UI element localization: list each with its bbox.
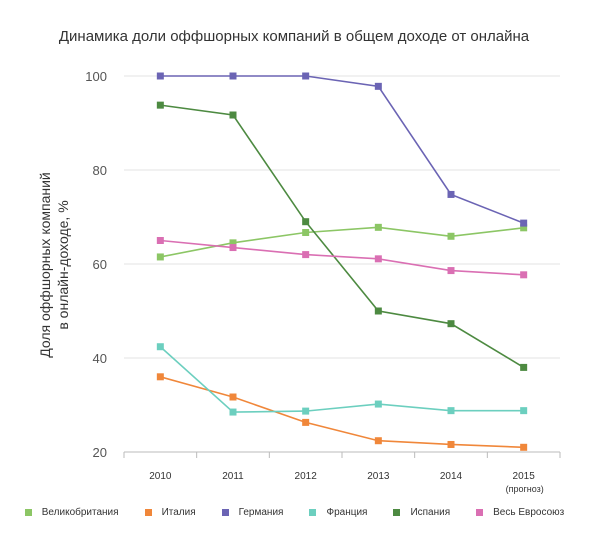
data-point: [156, 343, 164, 351]
data-point: [374, 437, 382, 445]
legend-label: Великобритания: [41, 507, 119, 518]
legend-swatch: [144, 509, 152, 516]
legend-item: Великобритания: [24, 507, 119, 518]
data-point: [520, 407, 528, 415]
data-point: [229, 111, 237, 119]
data-point: [302, 218, 310, 226]
series-1: [156, 223, 528, 261]
data-point: [156, 72, 164, 80]
x-tick-label: 2014: [440, 471, 463, 482]
data-point: [302, 251, 310, 259]
series-5: [156, 101, 528, 371]
legend-swatch: [476, 509, 484, 516]
y-tick-label: 60: [93, 257, 107, 272]
data-point: [520, 443, 528, 451]
data-point: [447, 440, 455, 448]
legend-label: Германия: [238, 507, 284, 518]
legend-item: Италия: [144, 507, 196, 518]
legend-label: Испания: [410, 507, 451, 518]
x-tick-label: 2011: [222, 471, 244, 482]
x-axis: 2010 2011 2012 2013 2014 2015 (прогноз): [123, 451, 561, 494]
data-point: [447, 267, 455, 275]
data-point: [520, 363, 528, 371]
series-2: [156, 373, 528, 451]
legend-item: Испания: [393, 507, 450, 518]
legend-swatch: [309, 509, 317, 516]
chart-title: Динамика доли оффшорных компаний в общем…: [59, 28, 530, 45]
data-point: [229, 72, 237, 80]
y-tick-label: 100: [85, 69, 107, 84]
data-point: [374, 400, 382, 408]
data-point: [520, 219, 528, 227]
y-axis-label-line-2: в онлайн-доходе, %: [55, 200, 71, 329]
data-point: [229, 244, 237, 252]
data-point: [156, 237, 164, 244]
series-3: [156, 72, 528, 227]
legend-item: Весь Евросоюз: [476, 507, 564, 518]
series-4: [156, 343, 528, 416]
data-point: [229, 408, 237, 416]
y-tick-label: 20: [93, 445, 107, 460]
data-point: [447, 190, 455, 198]
series-line: [159, 346, 524, 413]
legend-swatch: [24, 509, 32, 516]
x-tick-sublabel: (прогноз): [506, 484, 544, 494]
data-point: [374, 307, 382, 315]
data-point: [229, 239, 237, 247]
data-point: [374, 82, 382, 90]
x-tick-label: 2012: [295, 471, 318, 482]
y-axis-label: Доля оффшорных компаний в онлайн-доходе,…: [37, 172, 71, 358]
series-line: [160, 239, 524, 276]
x-tick-label: 2010: [149, 471, 172, 482]
data-point: [520, 271, 528, 279]
series-line: [160, 75, 524, 224]
data-point: [229, 393, 237, 401]
data-point: [302, 418, 310, 426]
legend-label: Весь Евросоюз: [493, 507, 565, 518]
data-point: [447, 232, 455, 240]
y-tick-label: 40: [93, 351, 107, 366]
data-point: [520, 224, 528, 232]
legend-swatch: [393, 509, 401, 516]
series-line: [160, 104, 525, 369]
series-6: [156, 237, 528, 279]
legend-swatch: [221, 509, 229, 516]
grid: [124, 75, 560, 453]
data-point: [302, 72, 310, 80]
data-point: [156, 253, 164, 261]
legend: Великобритания Италия Германия Франция Испан…: [0, 507, 589, 518]
series-layer: [156, 72, 528, 451]
series-line: [160, 226, 524, 258]
data-point: [374, 255, 382, 263]
x-tick-label: 2015: [513, 471, 536, 482]
y-axis-label-line-1: Доля оффшорных компаний: [37, 172, 53, 358]
data-point: [156, 101, 164, 109]
data-point: [302, 407, 310, 415]
series-line: [160, 376, 524, 449]
legend-label: Франция: [326, 507, 368, 518]
y-axis: 20 40 60 80 100: [85, 69, 107, 460]
data-point: [302, 229, 310, 237]
y-tick-label: 80: [93, 163, 107, 178]
x-tick-label: 2013: [367, 471, 390, 482]
data-point: [156, 373, 164, 381]
data-point: [447, 407, 455, 415]
legend-item: Франция: [309, 507, 367, 518]
data-point: [447, 320, 455, 328]
data-point: [374, 223, 382, 231]
legend-label: Италия: [161, 507, 196, 518]
legend-item: Германия: [221, 507, 284, 518]
